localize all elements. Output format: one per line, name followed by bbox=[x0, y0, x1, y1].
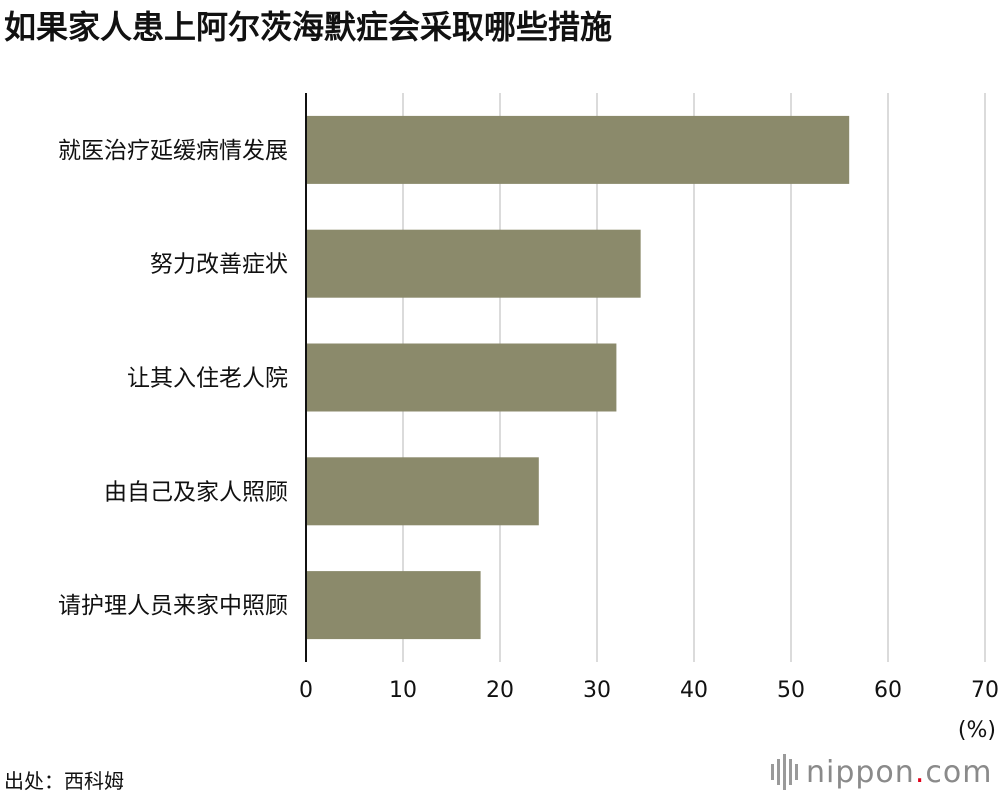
brand-dot: . bbox=[915, 755, 926, 790]
bar bbox=[306, 229, 641, 298]
x-tick-label: 50 bbox=[777, 678, 805, 703]
category-label: 由自己及家人照顾 bbox=[104, 479, 288, 505]
source-note: 出处：西科姆 bbox=[4, 769, 124, 793]
brand-tld: com bbox=[925, 755, 992, 790]
x-tick-label: 70 bbox=[971, 678, 999, 703]
category-label: 让其入住老人院 bbox=[127, 366, 288, 392]
category-label: 努力改善症状 bbox=[150, 252, 288, 278]
bar bbox=[306, 571, 481, 640]
bar bbox=[306, 457, 539, 526]
x-tick-label: 40 bbox=[680, 678, 708, 703]
unit-label: (%) bbox=[958, 718, 996, 743]
sound-wave-icon bbox=[771, 754, 798, 790]
x-tick-label: 20 bbox=[486, 678, 514, 703]
brand-name: nippon.com bbox=[806, 755, 992, 790]
category-label: 就医治疗延缓病情发展 bbox=[58, 138, 288, 164]
bars bbox=[306, 115, 850, 640]
bar bbox=[306, 343, 617, 412]
x-tick-labels: 0 10 20 30 40 50 60 70 bbox=[299, 678, 999, 703]
category-label: 请护理人员来家中照顾 bbox=[58, 593, 288, 619]
x-tick-label: 60 bbox=[874, 678, 902, 703]
chart-title: 如果家人患上阿尔茨海默症会采取哪些措施 bbox=[4, 8, 612, 46]
bar bbox=[306, 115, 850, 184]
x-tick-label: 0 bbox=[299, 678, 313, 703]
x-tick-label: 30 bbox=[583, 678, 611, 703]
brand-name-text: nippon bbox=[806, 755, 915, 790]
category-labels: 就医治疗延缓病情发展努力改善症状让其入住老人院由自己及家人照顾请护理人员来家中照… bbox=[58, 138, 288, 619]
x-tick-label: 10 bbox=[389, 678, 417, 703]
brand-logo: nippon.com bbox=[771, 754, 992, 790]
